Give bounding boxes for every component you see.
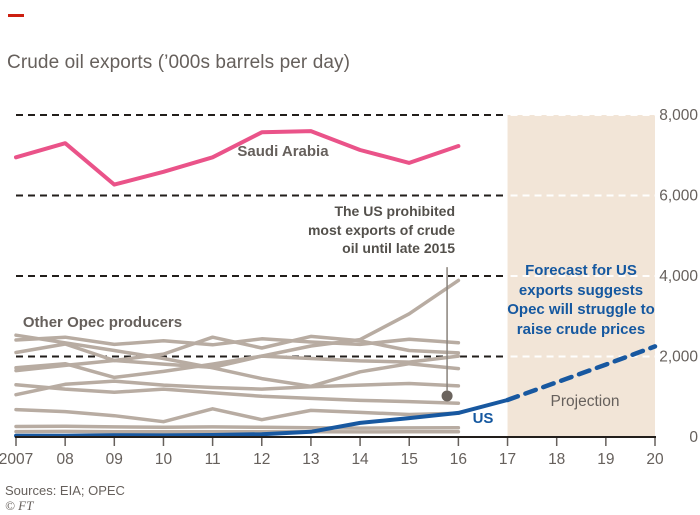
x-tick-label: 09 xyxy=(106,451,123,468)
projection-band xyxy=(507,115,655,437)
projection-label: Projection xyxy=(550,393,620,410)
opec-line-7 xyxy=(14,379,461,397)
us-projection-line xyxy=(505,344,658,403)
y-tick-label: 6,000 xyxy=(659,188,698,205)
forecast-annotation: Forecast for US exports suggests Opec wi… xyxy=(507,262,655,338)
opec-line-10 xyxy=(14,429,461,434)
us-label: US xyxy=(472,410,494,427)
saudi-arabia-label: Saudi Arabia xyxy=(237,143,329,160)
x-tick-label: 19 xyxy=(597,451,614,468)
x-tick-label: 18 xyxy=(548,451,565,468)
x-tick-label: 12 xyxy=(253,451,270,468)
y-tick-label: 2,000 xyxy=(659,349,698,366)
opec-line-8 xyxy=(14,407,461,424)
opec-line-2 xyxy=(14,334,461,363)
x-tick-label: 08 xyxy=(57,451,74,468)
x-tick-label: 17 xyxy=(499,451,516,468)
opec-line-3 xyxy=(14,333,461,389)
x-tick-label: 10 xyxy=(155,451,173,468)
saudi-arabia-line xyxy=(14,129,461,187)
opec-line-6 xyxy=(14,382,461,405)
chart-title: Crude oil exports (’000s barrels per day… xyxy=(7,52,351,73)
x-tick-label: 13 xyxy=(302,451,319,468)
other-opec-label: Other Opec producers xyxy=(22,314,183,331)
x-tick-label: 16 xyxy=(450,451,467,468)
sources-text: Sources: EIA; OPEC xyxy=(5,483,125,498)
ft-credit: © FT xyxy=(5,498,34,513)
red-accent-line xyxy=(8,14,24,17)
x-tick-label: 20 xyxy=(646,451,664,468)
opec-line-9 xyxy=(14,424,461,430)
x-tick-label: 2007 xyxy=(0,451,33,468)
x-tick-label: 11 xyxy=(205,451,221,468)
y-tick-label: 0 xyxy=(689,429,698,446)
y-tick-label: 8,000 xyxy=(659,107,698,124)
us-prohibition-annotation: The US prohibited most exports of crude … xyxy=(307,203,455,256)
opec-line-5 xyxy=(14,354,461,380)
annotation-pointer-dot xyxy=(441,390,453,402)
y-tick-label: 4,000 xyxy=(659,268,698,285)
us-line xyxy=(14,398,510,438)
x-tick-label: 14 xyxy=(351,451,369,468)
x-tick-label: 15 xyxy=(401,451,418,468)
